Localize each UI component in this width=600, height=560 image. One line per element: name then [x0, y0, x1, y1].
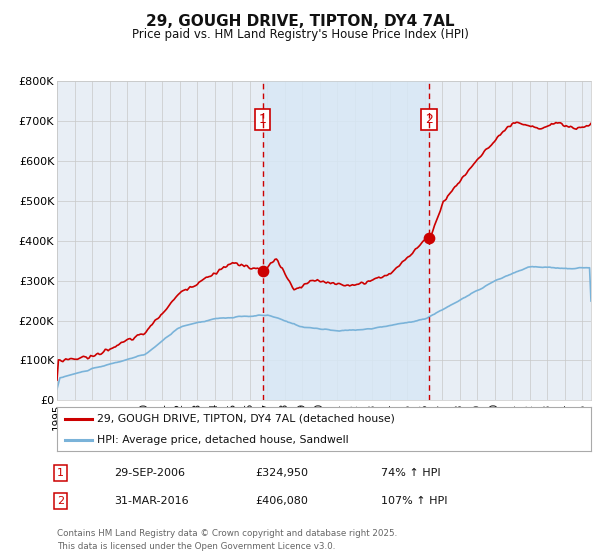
Text: 107% ↑ HPI: 107% ↑ HPI: [381, 496, 448, 506]
Text: 1: 1: [57, 468, 64, 478]
Text: £324,950: £324,950: [255, 468, 308, 478]
Text: 29, GOUGH DRIVE, TIPTON, DY4 7AL (detached house): 29, GOUGH DRIVE, TIPTON, DY4 7AL (detach…: [97, 414, 395, 424]
Text: Price paid vs. HM Land Registry's House Price Index (HPI): Price paid vs. HM Land Registry's House …: [131, 28, 469, 41]
Text: 2: 2: [57, 496, 64, 506]
Text: HPI: Average price, detached house, Sandwell: HPI: Average price, detached house, Sand…: [97, 435, 349, 445]
Point: [424, 234, 434, 243]
Point: [258, 266, 268, 275]
Text: 31-MAR-2016: 31-MAR-2016: [114, 496, 188, 506]
Text: 74% ↑ HPI: 74% ↑ HPI: [381, 468, 440, 478]
Text: Contains HM Land Registry data © Crown copyright and database right 2025.
This d: Contains HM Land Registry data © Crown c…: [57, 529, 397, 550]
Text: £406,080: £406,080: [255, 496, 308, 506]
Text: 1: 1: [259, 113, 266, 126]
Bar: [263, 81, 429, 400]
Text: 29-SEP-2006: 29-SEP-2006: [114, 468, 185, 478]
Text: 2: 2: [425, 113, 433, 126]
Text: 29, GOUGH DRIVE, TIPTON, DY4 7AL: 29, GOUGH DRIVE, TIPTON, DY4 7AL: [146, 14, 454, 29]
